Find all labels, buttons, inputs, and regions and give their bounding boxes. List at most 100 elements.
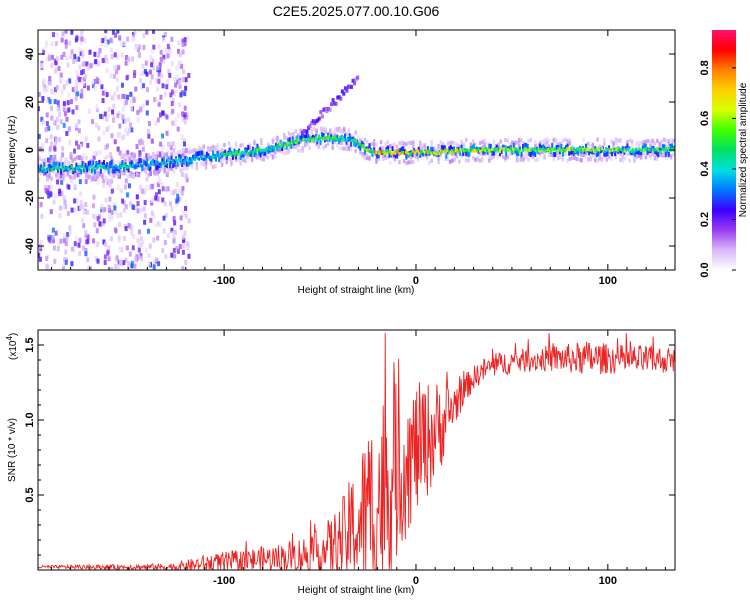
snr-y-multiplier-close: ): [8, 333, 19, 336]
heatmap-noise-cell: [113, 139, 117, 145]
heatmap-noise-cell: [177, 196, 181, 202]
heatmap-ridge-cell: [433, 151, 436, 155]
heatmap-core-cell: [386, 145, 389, 151]
heatmap-noise-cell: [137, 30, 141, 33]
heatmap-noise-cell: [157, 189, 161, 195]
heatmap-noise-cell: [172, 238, 176, 244]
heatmap-noise-cell: [59, 78, 63, 84]
heatmap-ridge-cell: [387, 150, 390, 154]
heatmap-ridge-cell: [114, 164, 117, 168]
heatmap-noise-cell: [79, 50, 83, 56]
heatmap-ridge-cell: [480, 149, 483, 153]
heatmap-band-cell: [200, 147, 203, 152]
heatmap-core-cell: [89, 160, 92, 166]
heatmap-ridge-cell: [614, 147, 617, 151]
heatmap-noise-cell: [181, 210, 185, 216]
heatmap-noise-cell: [149, 55, 153, 61]
heatmap-core-cell: [138, 158, 141, 164]
heatmap-noise-cell: [40, 213, 44, 219]
heatmap-band-cell: [177, 150, 180, 155]
heatmap-noise-cell: [58, 191, 62, 197]
heatmap-ridge-cell: [306, 137, 309, 141]
heatmap-noise-cell: [47, 236, 51, 242]
heatmap-noise-cell: [182, 243, 186, 249]
heatmap-ridge-cell: [578, 147, 581, 151]
heatmap-ridge-cell: [625, 148, 628, 152]
heatmap-band-cell: [446, 156, 450, 161]
heatmap-ridge-cell: [190, 158, 193, 162]
heatmap-noise-cell: [91, 83, 95, 89]
heatmap-ridge-cell: [290, 140, 293, 144]
heatmap-noise-cell: [186, 35, 190, 41]
heatmap-noise-cell: [48, 99, 52, 105]
heatmap-noise-cell: [167, 166, 171, 172]
heatmap-noise-cell: [152, 213, 156, 219]
heatmap-noise-cell: [79, 200, 83, 206]
heatmap-band-cell: [416, 157, 420, 162]
heatmap-ridge-cell: [623, 149, 626, 153]
heatmap-band-cell: [547, 138, 551, 143]
heatmap-noise-cell: [138, 78, 142, 84]
heatmap-noise-cell: [116, 264, 120, 270]
heatmap-band-cell: [663, 154, 666, 159]
heatmap-noise-cell: [108, 179, 112, 185]
heatmap-band-cell: [437, 156, 440, 161]
heatmap-band-cell: [105, 154, 109, 159]
heatmap-ridge-cell: [110, 165, 113, 169]
heatmap-ridge-cell: [149, 161, 152, 165]
heatmap-band-cell: [126, 155, 129, 160]
heatmap-branch-cell: [340, 89, 344, 94]
heatmap-noise-cell: [38, 256, 42, 262]
heatmap-noise-cell: [70, 207, 74, 213]
heatmap-noise-cell: [123, 101, 127, 107]
heatmap-noise-cell: [93, 85, 97, 91]
heatmap-band-cell: [407, 140, 410, 145]
heatmap-noise-cell: [86, 142, 90, 148]
heatmap-ridge-cell: [390, 152, 393, 156]
heatmap-noise-cell: [178, 63, 182, 69]
heatmap-noise-cell: [176, 248, 180, 254]
heatmap-core-cell: [422, 151, 425, 157]
heatmap-core-cell: [462, 150, 465, 156]
heatmap-noise-cell: [70, 261, 74, 267]
heatmap-noise-cell: [184, 85, 188, 91]
heatmap-noise-cell: [161, 133, 165, 139]
heatmap-band-cell: [547, 152, 551, 157]
heatmap-noise-cell: [118, 222, 122, 228]
heatmap-core-cell: [256, 143, 259, 149]
heatmap-noise-cell: [108, 196, 112, 202]
heatmap-band-cell: [214, 145, 217, 150]
heatmap-noise-cell: [66, 231, 70, 237]
heatmap-core-cell: [629, 149, 632, 155]
heatmap-band-cell: [637, 140, 641, 145]
heatmap-ridge-cell: [269, 148, 272, 152]
heatmap-band-cell: [200, 161, 203, 166]
heatmap-band-cell: [375, 142, 378, 147]
heatmap-ridge-cell: [336, 138, 339, 142]
heatmap-core-cell: [187, 161, 190, 167]
heatmap-core-cell: [379, 147, 382, 153]
heatmap-noise-cell: [139, 253, 143, 259]
heatmap-ridge-cell: [249, 149, 252, 153]
heatmap-noise-cell: [115, 86, 119, 92]
heatmap-band-cell: [437, 160, 440, 165]
heatmap-band-cell: [536, 157, 539, 162]
heatmap-ridge-cell: [199, 155, 202, 159]
heatmap-noise-cell: [159, 141, 163, 147]
heatmap-noise-cell: [65, 55, 69, 61]
heatmap-noise-cell: [48, 146, 52, 152]
heatmap-noise-cell: [123, 41, 127, 47]
heatmap-noise-cell: [127, 56, 131, 62]
heatmap-band-cell: [658, 143, 661, 148]
heatmap-ridge-cell: [452, 150, 455, 154]
heatmap-ridge-cell: [140, 164, 143, 168]
heatmap-noise-cell: [129, 201, 133, 207]
heatmap-band-cell: [135, 173, 139, 178]
heatmap-ridge-cell: [540, 148, 543, 152]
heatmap-band-cell: [124, 153, 127, 158]
heatmap-band-cell: [626, 140, 629, 145]
heatmap-core-cell: [497, 146, 500, 152]
heatmap-band-cell: [421, 142, 424, 147]
heatmap-core-cell: [569, 149, 572, 155]
heatmap-band-cell: [96, 170, 100, 175]
